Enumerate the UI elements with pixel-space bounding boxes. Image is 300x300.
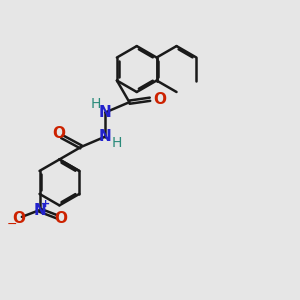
Text: N: N — [99, 129, 112, 144]
Text: H: H — [91, 97, 101, 111]
Text: O: O — [52, 126, 65, 141]
Text: O: O — [54, 211, 67, 226]
Text: −: − — [7, 218, 17, 231]
Text: N: N — [99, 105, 112, 120]
Text: +: + — [41, 199, 51, 208]
Text: O: O — [154, 92, 166, 107]
Text: N: N — [33, 202, 46, 217]
Text: H: H — [111, 136, 122, 149]
Text: O: O — [12, 211, 25, 226]
